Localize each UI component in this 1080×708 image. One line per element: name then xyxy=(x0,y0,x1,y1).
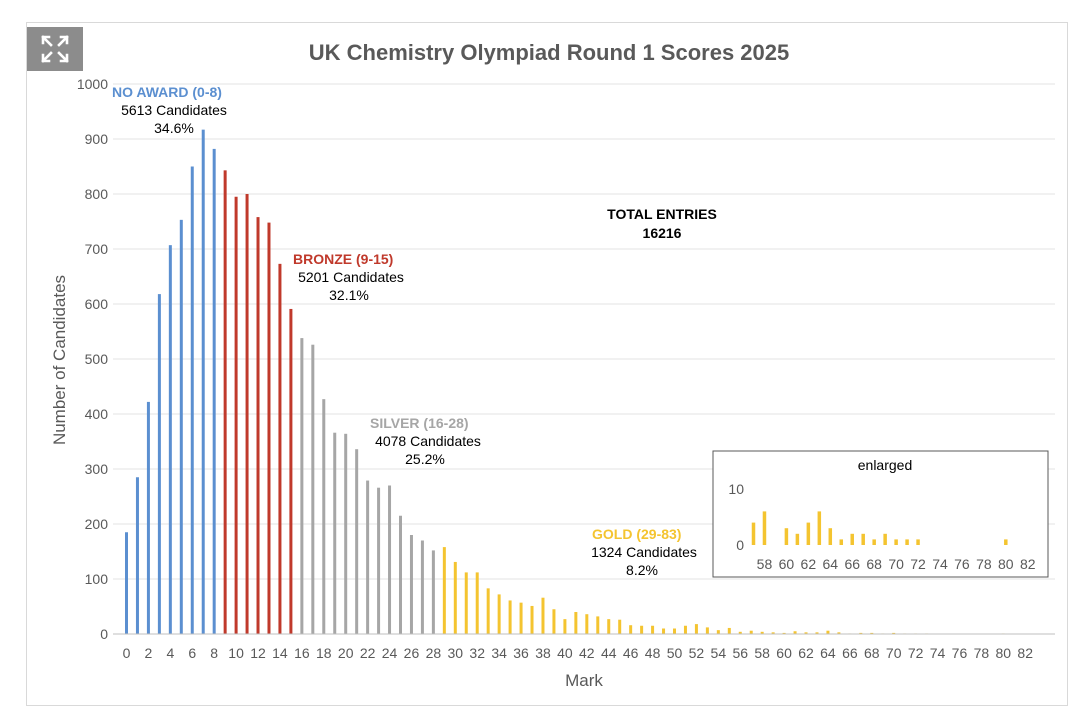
chart-frame xyxy=(26,22,1068,706)
expand-button[interactable] xyxy=(27,27,83,71)
expand-arrows-icon xyxy=(41,35,69,63)
